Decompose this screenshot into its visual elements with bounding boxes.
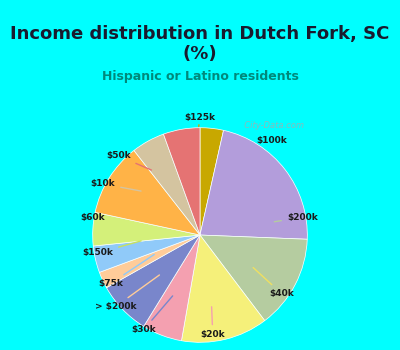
- Wedge shape: [99, 235, 200, 288]
- Text: Hispanic or Latino residents: Hispanic or Latino residents: [102, 70, 298, 83]
- Text: $30k: $30k: [132, 296, 173, 334]
- Wedge shape: [134, 134, 200, 235]
- Text: $20k: $20k: [200, 307, 225, 339]
- Text: $10k: $10k: [90, 180, 141, 191]
- Text: Income distribution in Dutch Fork, SC
(%): Income distribution in Dutch Fork, SC (%…: [10, 25, 390, 63]
- Text: $100k: $100k: [248, 136, 287, 164]
- Wedge shape: [93, 235, 200, 272]
- Wedge shape: [200, 130, 307, 239]
- Text: > $200k: > $200k: [95, 275, 160, 311]
- Wedge shape: [182, 235, 265, 342]
- Wedge shape: [144, 235, 200, 341]
- Text: $200k: $200k: [274, 213, 318, 222]
- Text: $40k: $40k: [253, 267, 294, 298]
- Wedge shape: [200, 235, 307, 321]
- Text: $75k: $75k: [98, 254, 154, 288]
- Text: $125k: $125k: [184, 113, 216, 126]
- Text: $60k: $60k: [80, 210, 126, 222]
- Text: City-Data.com: City-Data.com: [239, 121, 304, 130]
- Wedge shape: [106, 235, 200, 326]
- Wedge shape: [164, 128, 200, 235]
- Text: $50k: $50k: [106, 151, 152, 170]
- Text: $150k: $150k: [82, 241, 141, 257]
- Wedge shape: [93, 212, 200, 246]
- Wedge shape: [95, 150, 200, 235]
- Wedge shape: [200, 128, 224, 235]
